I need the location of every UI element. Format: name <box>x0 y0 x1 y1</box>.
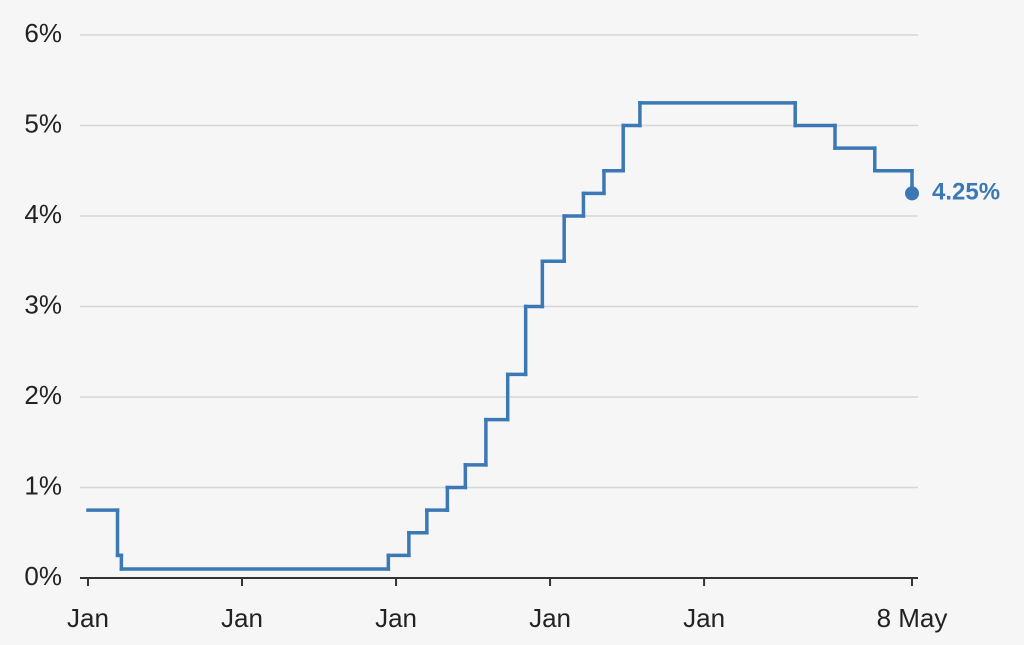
x-tick-label: 8 May <box>877 603 948 633</box>
y-tick-label: 3% <box>24 289 62 319</box>
y-tick-label: 4% <box>24 199 62 229</box>
x-tick-label: Jan <box>683 603 725 633</box>
x-tick-label: Jan <box>529 603 571 633</box>
y-tick-label: 5% <box>24 108 62 138</box>
y-tick-label: 1% <box>24 470 62 500</box>
end-point <box>905 186 919 201</box>
y-tick-label: 6% <box>24 18 62 48</box>
y-tick-label: 2% <box>24 380 62 410</box>
x-tick-label: Jan <box>375 603 417 633</box>
x-tick-label: Jan <box>67 603 109 633</box>
x-tick-label: Jan <box>221 603 263 633</box>
y-tick-label: 0% <box>24 561 62 591</box>
value-label: 4.25% <box>932 179 1000 206</box>
